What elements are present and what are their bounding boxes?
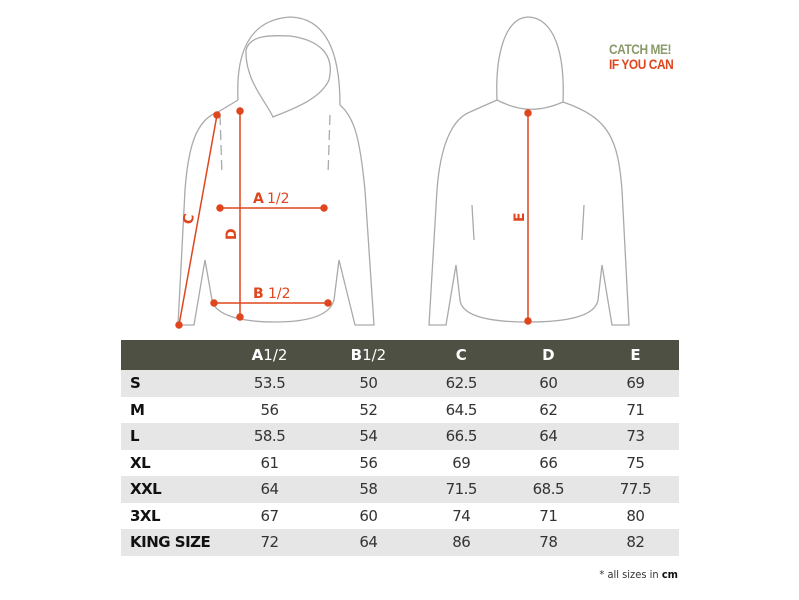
measurement-cell: 80 (626, 506, 645, 525)
label-a: A (253, 191, 264, 207)
back-measurement (524, 109, 532, 325)
header-c: C (417, 340, 505, 370)
header-e: E (591, 340, 679, 370)
size-label: M (130, 400, 145, 419)
hoodie-back (428, 16, 630, 326)
size-label: S (121, 370, 220, 397)
measurement-cell: 71 (539, 506, 558, 525)
measurement-cell: 86 (417, 529, 505, 556)
table-row: L 58.5 54 66.5 64 73 (121, 423, 679, 450)
table-row: KING SIZE 72 64 86 78 82 (121, 529, 679, 556)
measurement-cell: 74 (452, 506, 471, 525)
size-label: 3XL (130, 506, 161, 525)
measurement-cell: 64 (504, 423, 592, 450)
units-note: * all sizes in cm (599, 568, 678, 581)
measurement-cell: 66.5 (417, 423, 505, 450)
measurement-cell: 56 (359, 453, 378, 472)
measurement-cell: 50 (319, 370, 418, 397)
table-row: XL 61 56 69 66 75 (121, 450, 679, 477)
front-measurements (175, 107, 332, 329)
logo-line1: CATCH ME! (609, 41, 672, 57)
measurement-cell: 71.5 (417, 476, 505, 503)
table-header: A1/2 B1/2 C D E (121, 340, 679, 370)
measurement-cell: 71 (626, 400, 645, 419)
table-row: XXL 64 58 71.5 68.5 77.5 (121, 476, 679, 503)
measurement-cell: 69 (452, 453, 471, 472)
hoodie-diagram: A 1/2 B 1/2 C D E (175, 16, 630, 329)
label-c: C (180, 212, 198, 225)
measurement-cell: 62 (539, 400, 558, 419)
measurement-cell: 58 (319, 476, 418, 503)
size-table: A1/2 B1/2 C D E S 53.5 50 62.5 60 69 M 56 52 64.5… (121, 340, 679, 556)
measurement-cell: 82 (591, 529, 679, 556)
measurement-cell: 64 (220, 476, 320, 503)
logo-line2: IF YOU CAN (609, 56, 674, 72)
measurement-cell: 78 (504, 529, 592, 556)
measurement-cell: 60 (359, 506, 378, 525)
measurement-cell: 61 (260, 453, 280, 472)
measurement-cell: 60 (504, 370, 592, 397)
measurement-cell: 52 (359, 400, 378, 419)
label-d: D (224, 228, 240, 240)
measurement-cell: 54 (319, 423, 418, 450)
table-row: M 56 52 64.5 62 71 (121, 397, 679, 424)
catch-me-logo: CATCH ME! IF YOU CAN (609, 41, 674, 72)
measurement-cell: 77.5 (591, 476, 679, 503)
header-d: D (504, 340, 592, 370)
label-e: E (512, 212, 528, 222)
hoodie-front (177, 16, 375, 326)
measurement-cell: 62.5 (417, 370, 505, 397)
table-row: S 53.5 50 62.5 60 69 (121, 370, 679, 397)
measurement-cell: 56 (260, 400, 280, 419)
measurement-cell: 75 (626, 453, 645, 472)
label-a-frac: 1/2 (267, 191, 290, 207)
measurement-cell: 53.5 (220, 370, 320, 397)
size-label: XL (130, 453, 151, 472)
label-b-frac: 1/2 (268, 286, 291, 302)
size-label: KING SIZE (121, 529, 220, 556)
measurement-cell: 58.5 (220, 423, 320, 450)
label-b: B (253, 286, 264, 302)
size-label: L (121, 423, 220, 450)
measurement-cell: 66 (539, 453, 558, 472)
header-b: B1/2 (319, 340, 418, 370)
measurement-cell: 69 (591, 370, 679, 397)
measurement-cell: 72 (220, 529, 320, 556)
table-row: 3XL 67 60 74 71 80 (121, 503, 679, 530)
measurement-cell: 67 (260, 506, 280, 525)
measurement-cell: 64.5 (445, 400, 478, 419)
measurement-cell: 73 (591, 423, 679, 450)
header-a: A1/2 (220, 340, 320, 370)
size-label: XXL (121, 476, 220, 503)
measurement-cell: 64 (319, 529, 418, 556)
header-size (121, 340, 220, 370)
measurement-cell: 68.5 (504, 476, 592, 503)
